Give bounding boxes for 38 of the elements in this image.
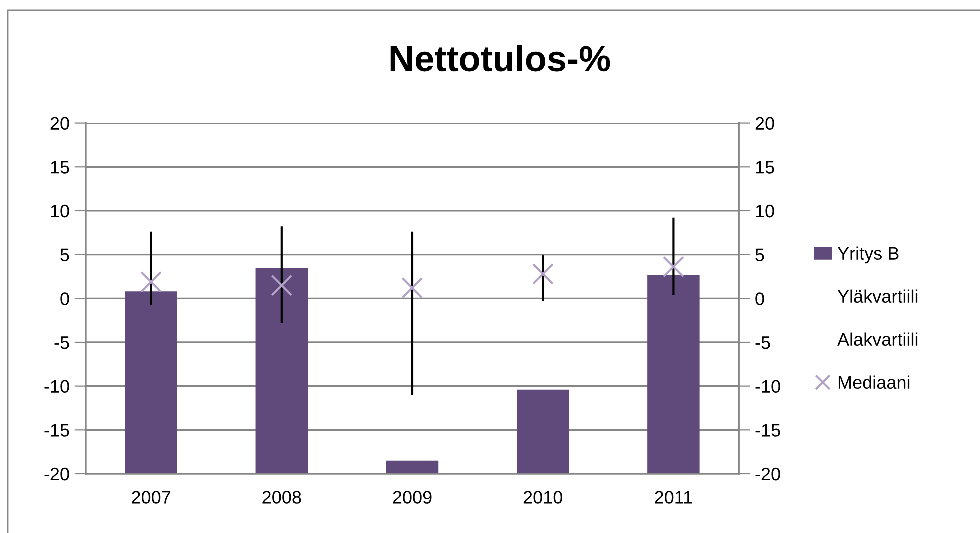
point — [402, 277, 424, 299]
bar — [125, 292, 178, 474]
y2-tick-label: -5 — [756, 336, 770, 350]
point — [532, 263, 554, 285]
text: Yläkvartiili — [838, 290, 918, 304]
bar — [516, 390, 570, 474]
legend-label: Yritys B — [838, 246, 899, 264]
y2-tick-label: -20 — [756, 468, 780, 481]
x-tick-label: 2011 — [655, 491, 692, 504]
y-tick-label: 15 — [51, 161, 70, 174]
y2-tick-label: 20 — [756, 117, 774, 130]
x-tick-label: 2009 — [393, 491, 432, 504]
chart-title: Nettotulos-% — [390, 45, 610, 72]
y-tick-label: 0 — [60, 292, 70, 306]
text: Alakvartiili — [838, 332, 918, 346]
point — [271, 274, 293, 296]
y2-tick-label: 5 — [756, 248, 764, 262]
y2-tick-label: 15 — [756, 161, 774, 174]
point — [662, 256, 684, 278]
y2-tick-label: 10 — [756, 204, 774, 218]
y2-tick-label: -15 — [756, 424, 780, 437]
y-tick-label: -15 — [44, 424, 70, 437]
x-tick-label: 2010 — [524, 491, 562, 504]
y-tick-label: -10 — [44, 380, 70, 394]
legend-label: Mediaani — [838, 376, 910, 390]
y-tick-label: 20 — [50, 117, 70, 130]
y-tick-label: -5 — [54, 336, 70, 350]
x-tick-label: 2008 — [262, 491, 302, 504]
bar — [256, 268, 308, 474]
point — [140, 271, 162, 293]
y2-tick-label: -10 — [756, 380, 780, 394]
y2-tick-label: 0 — [756, 292, 764, 306]
y-tick-label: -20 — [44, 468, 70, 481]
y-tick-label: 5 — [60, 248, 70, 262]
y-tick-label: 10 — [51, 204, 70, 218]
bar — [386, 460, 439, 474]
bar — [648, 274, 700, 474]
x-tick-label: 2007 — [132, 491, 170, 504]
